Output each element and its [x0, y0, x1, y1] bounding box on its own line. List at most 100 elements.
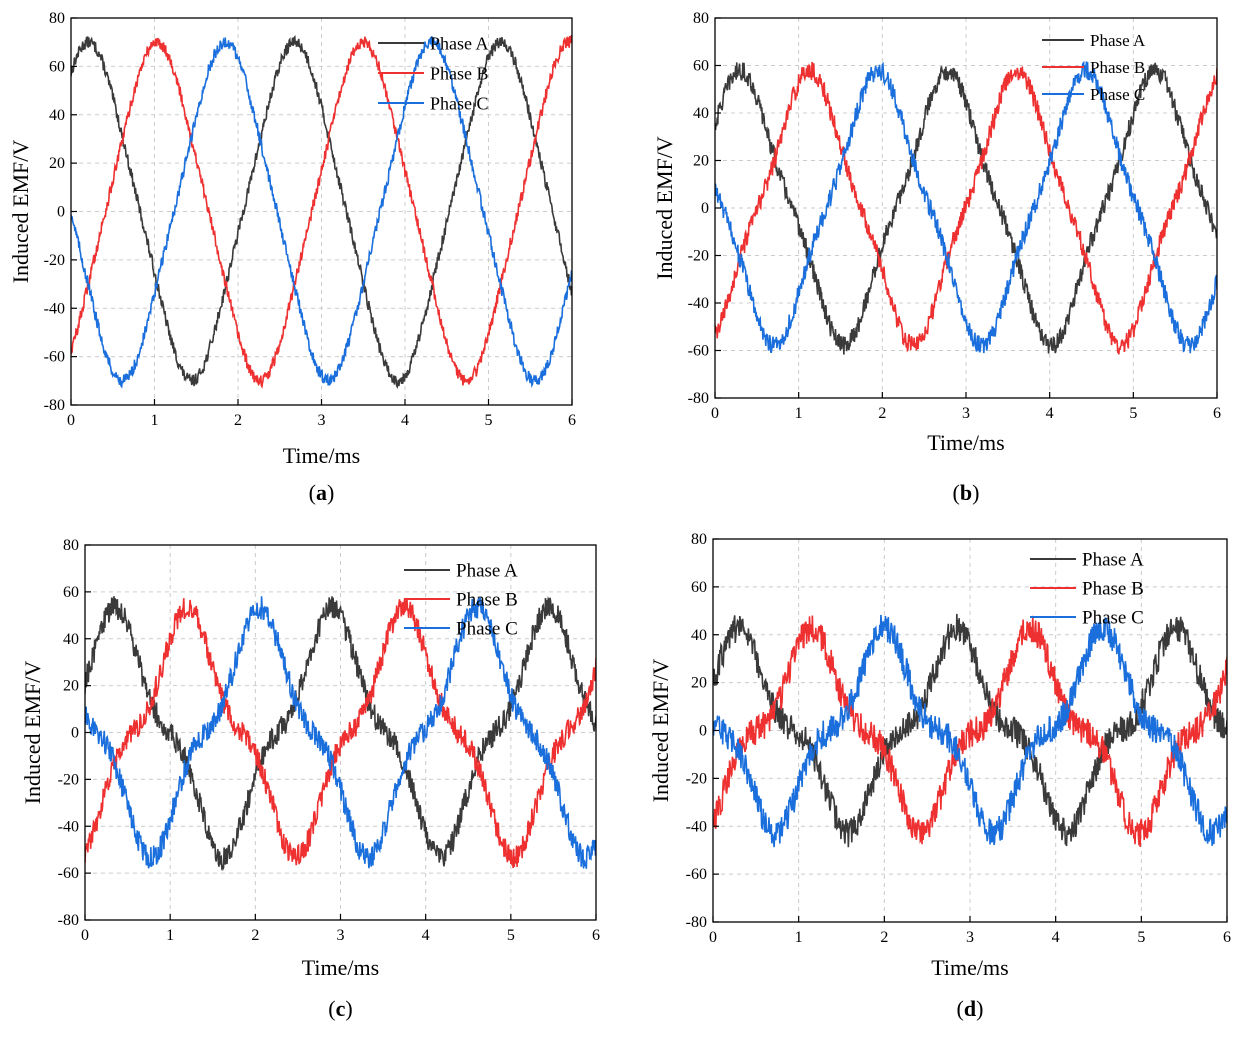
legend-label: Phase A: [1090, 31, 1146, 50]
y-tick-label: -20: [44, 252, 65, 269]
x-axis-label: Time/ms: [927, 430, 1004, 455]
y-tick-label: 0: [57, 204, 65, 221]
y-tick-label: 60: [49, 58, 65, 75]
y-tick-label: -60: [58, 865, 79, 882]
x-tick-label: 3: [337, 927, 345, 944]
y-tick-label: 80: [49, 10, 65, 27]
legend-label: Phase C: [1082, 608, 1144, 629]
y-tick-label: -60: [688, 343, 709, 360]
y-axis-label: Induced EMF/V: [652, 136, 677, 280]
caption-close-paren: ): [972, 480, 979, 505]
y-tick-label: 0: [699, 723, 707, 740]
caption-letter: c: [336, 996, 346, 1021]
y-axis-label: Induced EMF/V: [8, 140, 33, 284]
y-tick-label: -80: [686, 914, 707, 931]
y-tick-label: 40: [49, 107, 65, 124]
chart-panel-c: 0 1 2 3 4 5 6 -80 -60 -40 -20 0 20 40 60 80 Time/ms Induc…: [20, 537, 600, 1021]
y-tick-label: 60: [63, 584, 79, 601]
legend: Phase A Phase B Phase C: [1030, 550, 1144, 629]
series-line-phase-c: [713, 614, 1227, 848]
y-tick-label: -80: [688, 390, 709, 407]
y-tick-label: -20: [686, 770, 707, 787]
y-tick-label: 40: [63, 631, 79, 648]
x-tick-label: 0: [67, 412, 75, 429]
panel-caption: (d): [957, 996, 984, 1021]
legend-label: Phase C: [1090, 85, 1145, 104]
series-line-phase-a: [71, 35, 572, 390]
y-tick-label: 0: [701, 200, 709, 217]
legend-label: Phase C: [430, 93, 489, 113]
caption-close-paren: ): [345, 996, 352, 1021]
caption-open-paren: (: [953, 480, 960, 505]
legend-label: Phase B: [1082, 579, 1144, 600]
caption-close-paren: ): [327, 480, 334, 505]
x-tick-label: 4: [1052, 929, 1060, 946]
caption-close-paren: ): [976, 996, 983, 1021]
x-tick-label: 0: [709, 929, 717, 946]
caption-letter: b: [960, 480, 972, 505]
y-tick-label: 20: [693, 153, 709, 170]
y-tick-label: -40: [686, 818, 707, 835]
legend-label: Phase A: [430, 33, 489, 53]
y-tick-label: -20: [58, 771, 79, 788]
series-line-phase-c: [71, 36, 572, 389]
y-tick-label: 60: [693, 58, 709, 75]
series-line-phase-c: [85, 596, 596, 869]
y-tick-label: -80: [44, 397, 65, 414]
y-tick-label: -40: [688, 295, 709, 312]
x-tick-label: 5: [1137, 929, 1145, 946]
y-tick-label: 60: [691, 579, 707, 596]
x-axis-label: Time/ms: [931, 955, 1008, 980]
x-tick-label: 3: [966, 929, 974, 946]
caption-open-paren: (: [957, 996, 964, 1021]
x-tick-label: 4: [422, 927, 430, 944]
chart-panel-b: 0 1 2 3 4 5 6 -80 -60 -40 -20 0 20 40 60 80 Time/ms Induc…: [652, 10, 1221, 505]
chart-panel-d: 0 1 2 3 4 5 6 -80 -60 -40 -20 0 20 40 60 80 Time/ms Induc…: [648, 531, 1231, 1021]
series-line-phase-c: [715, 60, 1217, 354]
y-tick-label: 40: [691, 627, 707, 644]
y-tick-label: 40: [693, 105, 709, 122]
x-tick-label: 5: [507, 927, 515, 944]
legend-label: Phase B: [430, 63, 489, 83]
y-tick-label: 20: [49, 155, 65, 172]
x-tick-label: 0: [81, 927, 89, 944]
x-tick-label: 1: [795, 405, 803, 422]
series-line-phase-b: [71, 34, 572, 389]
x-tick-label: 6: [592, 927, 600, 944]
y-tick-label: -60: [686, 866, 707, 883]
x-tick-label: 0: [711, 405, 719, 422]
y-tick-label: -40: [44, 300, 65, 317]
legend: Phase A Phase B Phase C: [404, 561, 518, 640]
y-tick-label: 80: [63, 537, 79, 554]
series-line-phase-b: [85, 597, 596, 869]
series-line-phase-b: [715, 61, 1217, 355]
x-tick-label: 4: [401, 412, 409, 429]
caption-open-paren: (: [309, 480, 316, 505]
y-tick-label: 20: [691, 675, 707, 692]
y-axis-label: Induced EMF/V: [648, 659, 673, 803]
y-tick-label: 20: [63, 678, 79, 695]
x-tick-label: 3: [318, 412, 326, 429]
x-tick-label: 2: [878, 405, 886, 422]
x-tick-label: 1: [795, 929, 803, 946]
x-tick-label: 6: [568, 412, 576, 429]
x-tick-label: 3: [962, 405, 970, 422]
caption-letter: d: [964, 996, 976, 1021]
y-tick-label: 80: [691, 531, 707, 548]
y-axis-label: Induced EMF/V: [20, 661, 45, 805]
legend-label: Phase C: [456, 619, 518, 640]
x-tick-label: 2: [251, 927, 259, 944]
legend-label: Phase A: [1082, 550, 1144, 571]
y-tick-label: 0: [71, 725, 79, 742]
y-tick-label: -40: [58, 818, 79, 835]
series-line-phase-a: [715, 62, 1217, 355]
x-tick-label: 2: [880, 929, 888, 946]
x-axis-label: Time/ms: [283, 443, 360, 468]
x-tick-label: 1: [166, 927, 174, 944]
x-tick-label: 5: [1129, 405, 1137, 422]
x-tick-label: 4: [1046, 405, 1054, 422]
panel-caption: (b): [953, 480, 980, 505]
x-tick-label: 5: [485, 412, 493, 429]
chart-panel-a: 0 1 2 3 4 5 6 -80 -60 -40 -20 0 20 40 60 80 Time/ms Induc…: [8, 10, 576, 505]
